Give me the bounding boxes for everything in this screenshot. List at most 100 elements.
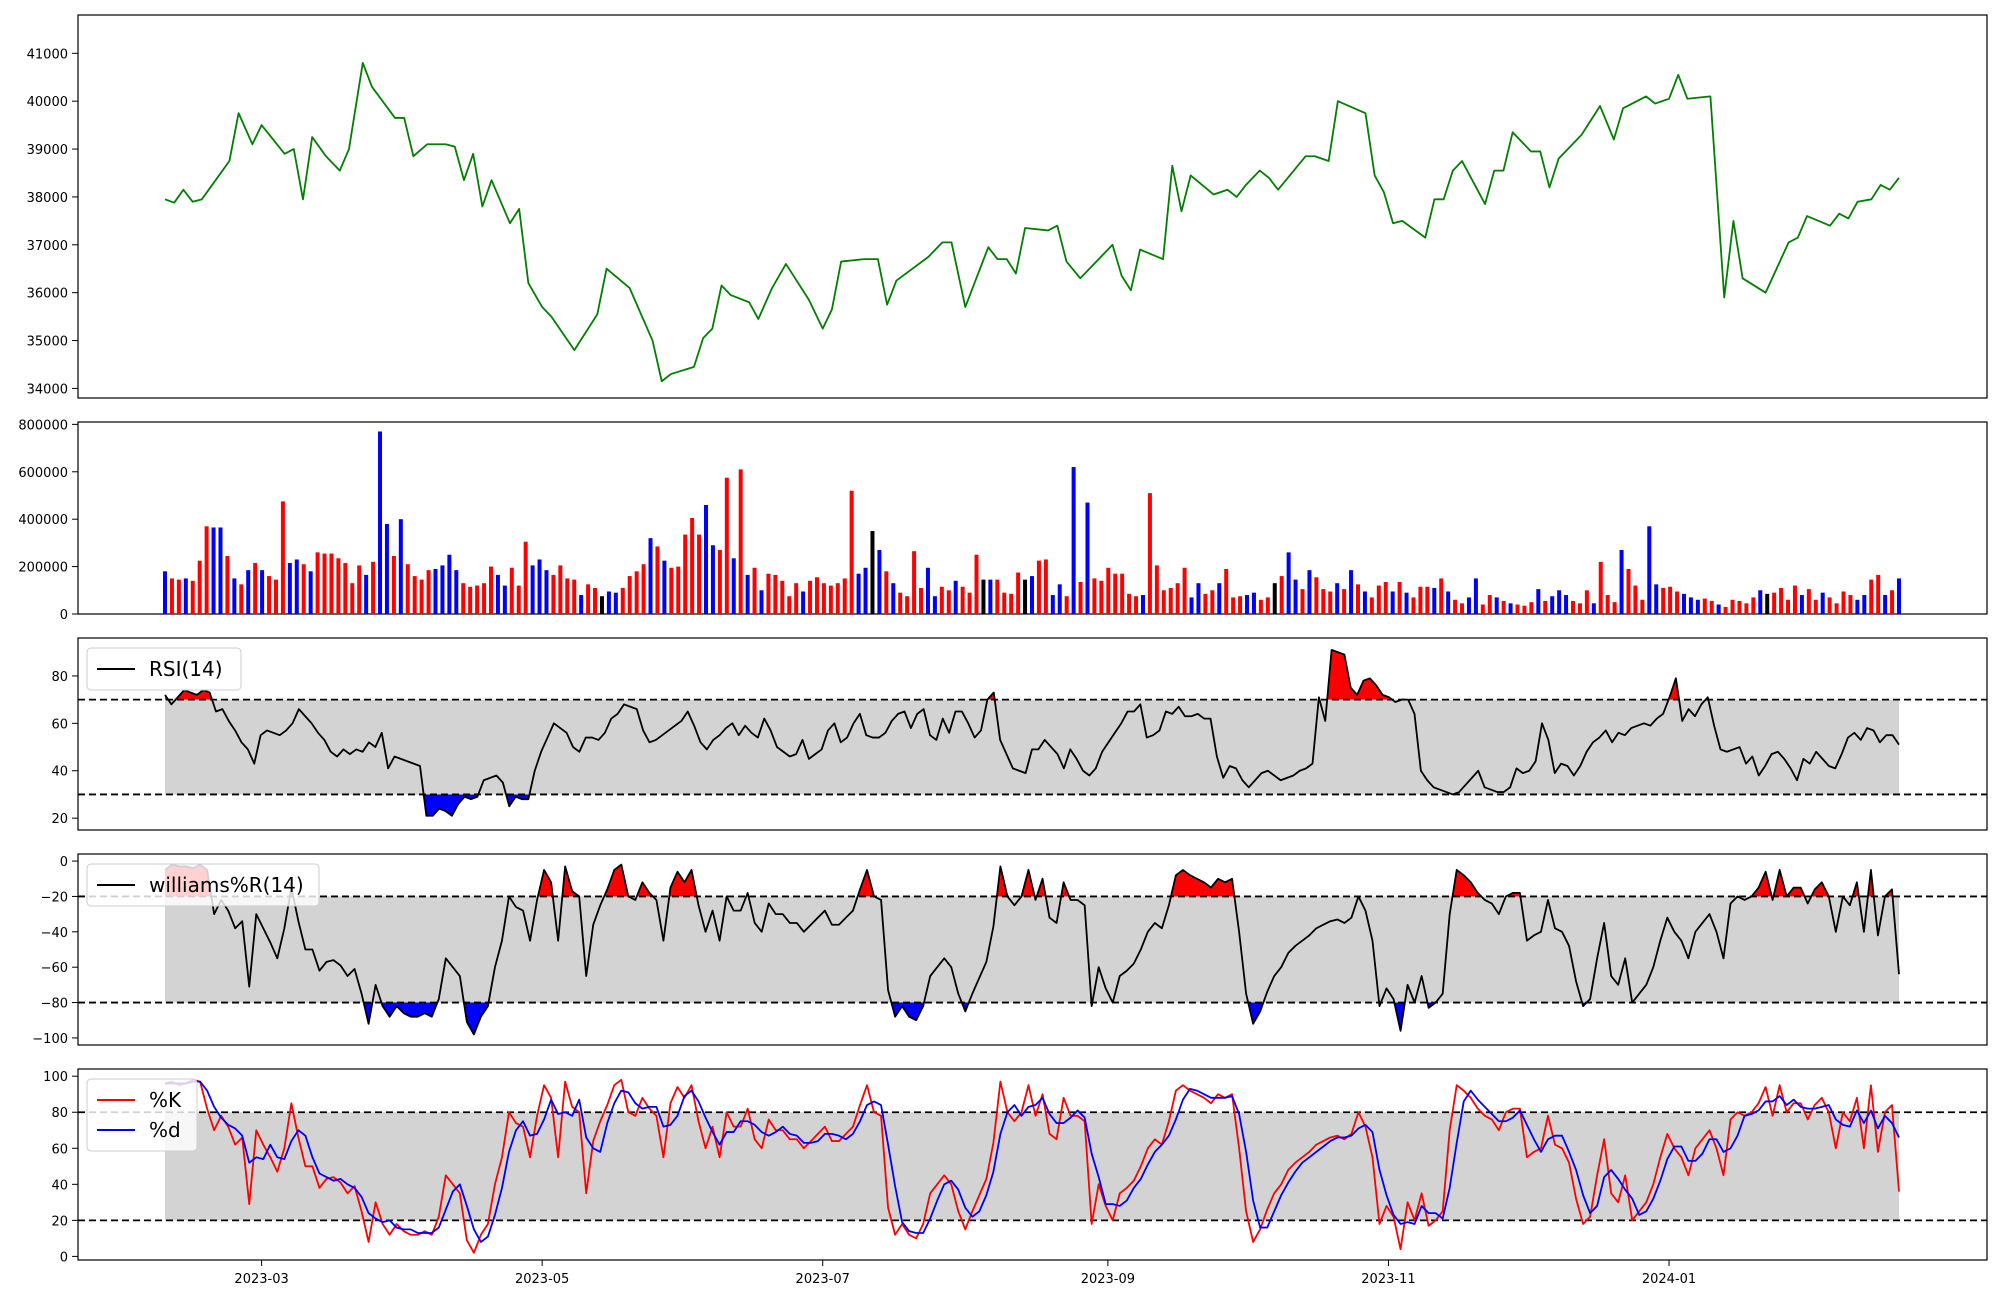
volume-bar bbox=[1564, 595, 1569, 614]
rsi-neutral-band bbox=[165, 699, 1899, 795]
rsi-oversold-fill bbox=[506, 794, 530, 807]
volume-bar bbox=[1487, 595, 1492, 614]
williams-series-line-0 bbox=[164, 863, 1900, 1036]
volume-bar bbox=[814, 577, 819, 614]
volume-bar bbox=[1064, 596, 1069, 614]
volume-bar bbox=[350, 583, 355, 614]
volume-bar bbox=[176, 579, 181, 614]
volume-bar bbox=[932, 596, 937, 614]
volume-bar bbox=[315, 552, 320, 614]
price-ytick-label: 35000 bbox=[27, 335, 68, 350]
volume-bar bbox=[1307, 570, 1312, 614]
volume-bar bbox=[440, 565, 445, 614]
volume-bar bbox=[1702, 598, 1707, 614]
volume-bar bbox=[1855, 599, 1860, 614]
volume-bar bbox=[1730, 599, 1735, 614]
volume-bar bbox=[856, 573, 861, 614]
volume-bar bbox=[1085, 502, 1090, 614]
volume-bar bbox=[398, 519, 403, 614]
volume-bar bbox=[1383, 582, 1388, 614]
volume-bar bbox=[1751, 597, 1756, 614]
volume-bar bbox=[586, 584, 591, 614]
volume-bar bbox=[835, 583, 840, 614]
volume-bar bbox=[1106, 567, 1111, 614]
volume-bar bbox=[953, 580, 958, 614]
volume-bar bbox=[1536, 589, 1541, 614]
volume-bar bbox=[1876, 574, 1881, 614]
rsi-legend-box bbox=[86, 647, 242, 691]
rsi-axes-frame bbox=[77, 637, 1988, 831]
volume-bar bbox=[523, 541, 528, 614]
volume-bar bbox=[1792, 585, 1797, 614]
volume-bar bbox=[697, 534, 702, 614]
volume-bar bbox=[1550, 596, 1555, 614]
volume-bar bbox=[1286, 552, 1291, 614]
volume-bar bbox=[1695, 599, 1700, 614]
volume-bar bbox=[1030, 576, 1034, 614]
volume-bar bbox=[197, 560, 202, 614]
volume-bar bbox=[676, 566, 681, 614]
volume-bar bbox=[1473, 578, 1478, 614]
williams-overbought-fill bbox=[1786, 887, 1805, 897]
volume-bar bbox=[891, 583, 896, 614]
volume-bar bbox=[1196, 583, 1201, 614]
volume-bar bbox=[1834, 603, 1839, 614]
volume-bar bbox=[1571, 600, 1576, 614]
volume-bar bbox=[1314, 577, 1319, 614]
volume-bar bbox=[1168, 587, 1173, 614]
price-ytick-label: 37000 bbox=[27, 239, 68, 254]
volume-bar bbox=[1043, 559, 1048, 614]
volume-bar bbox=[974, 554, 979, 614]
volume-bar bbox=[662, 560, 667, 614]
volume-bar bbox=[599, 596, 604, 614]
stochastic-neutral-band bbox=[165, 1112, 1899, 1221]
volume-bar bbox=[1335, 583, 1340, 614]
volume-bar bbox=[1002, 592, 1007, 614]
volume-bar bbox=[433, 568, 438, 614]
volume-bar bbox=[1009, 593, 1014, 614]
volume-bar bbox=[232, 578, 237, 614]
williams-overbought-fill bbox=[857, 869, 875, 897]
price-ytick-label: 34000 bbox=[27, 382, 68, 397]
volume-bar bbox=[704, 504, 709, 614]
volume-bar bbox=[808, 580, 813, 614]
volume-bar bbox=[1147, 493, 1152, 614]
volume-bar bbox=[690, 518, 695, 614]
price-series-line bbox=[164, 61, 1900, 383]
volume-bar bbox=[516, 585, 521, 614]
volume-bar bbox=[1432, 587, 1437, 614]
volume-bar bbox=[1154, 565, 1159, 614]
williams-ytick-label: −80 bbox=[41, 997, 68, 1012]
volume-bar bbox=[267, 576, 272, 614]
volume-bar bbox=[1633, 585, 1638, 614]
x-tick-label: 2023-03 bbox=[234, 1272, 288, 1287]
volume-bar bbox=[1765, 593, 1770, 614]
volume-bar bbox=[1134, 596, 1139, 614]
williams-legend-box bbox=[86, 863, 320, 907]
stochastic-ytick-label: 0 bbox=[60, 1250, 68, 1265]
volume-bar bbox=[641, 564, 646, 614]
volume-bar bbox=[620, 587, 625, 614]
volume-bar bbox=[1092, 578, 1097, 614]
volume-bar bbox=[946, 590, 951, 614]
volume-bar bbox=[787, 596, 792, 614]
volume-bar bbox=[960, 586, 965, 614]
stochastic-ytick-label: 40 bbox=[51, 1178, 68, 1193]
volume-bar bbox=[163, 571, 167, 614]
volume-bar bbox=[1397, 582, 1402, 614]
volume-ytick-label: 400000 bbox=[18, 513, 68, 528]
volume-bar bbox=[1251, 592, 1256, 614]
volume-bar bbox=[1883, 595, 1888, 614]
volume-bar bbox=[1501, 600, 1506, 614]
volume-bar bbox=[1272, 583, 1277, 614]
volume-bar bbox=[1508, 603, 1513, 614]
volume-bar bbox=[426, 570, 431, 614]
stochastic-panel: 0 20 40 60 80 100 %K %d bbox=[43, 1068, 1988, 1265]
volume-bar bbox=[724, 477, 729, 614]
volume-bar bbox=[1355, 584, 1360, 614]
volume-bar bbox=[925, 567, 930, 614]
volume-bar bbox=[384, 523, 389, 614]
volume-bar bbox=[752, 567, 757, 614]
volume-bar bbox=[1425, 586, 1430, 614]
